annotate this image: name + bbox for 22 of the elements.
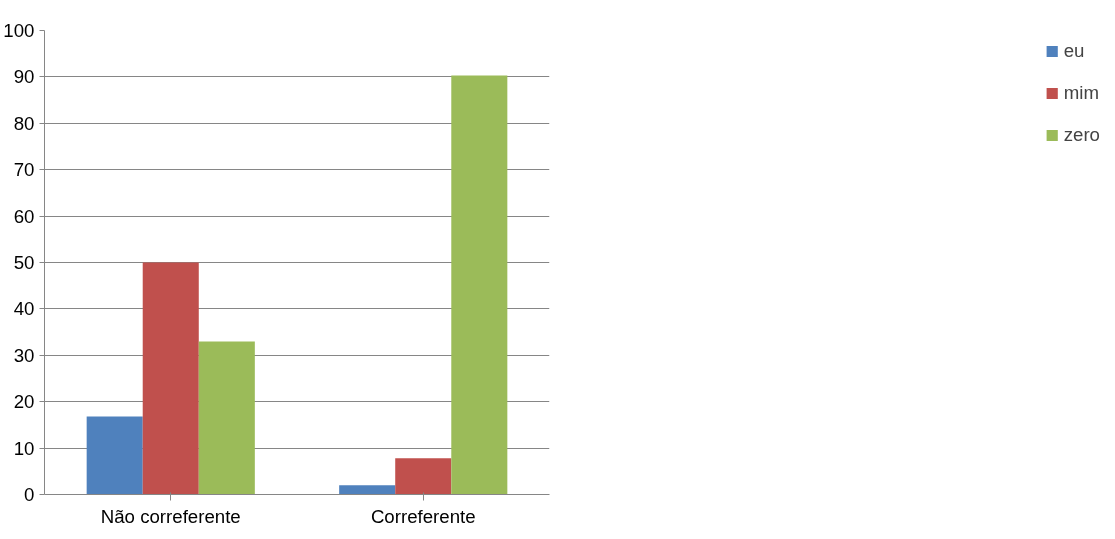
- y-tick-label: 30: [13, 344, 35, 366]
- legend-label: mim: [1063, 82, 1099, 104]
- bar: [339, 485, 396, 495]
- legend-label: zero: [1063, 124, 1100, 146]
- y-tick-label: 20: [13, 391, 35, 413]
- bar: [451, 75, 508, 495]
- bar: [142, 262, 199, 495]
- bar: [198, 341, 255, 495]
- y-tick-label: 50: [13, 252, 35, 273]
- y-tick-label: 70: [13, 159, 35, 181]
- y-tick-label: 60: [13, 205, 35, 227]
- y-tick-label: 40: [13, 298, 35, 320]
- y-tick-label: 90: [13, 66, 35, 88]
- bar: [86, 416, 143, 495]
- bar: [395, 458, 452, 495]
- y-tick-label: 100: [3, 20, 35, 41]
- y-tick-label: 80: [13, 112, 35, 134]
- x-tick-label: Não correferente: [100, 505, 241, 527]
- y-tick-label: 10: [13, 437, 35, 459]
- legend-label: eu: [1063, 40, 1085, 62]
- y-tick-label: 0: [24, 484, 35, 505]
- x-tick-label: Correferente: [370, 505, 476, 527]
